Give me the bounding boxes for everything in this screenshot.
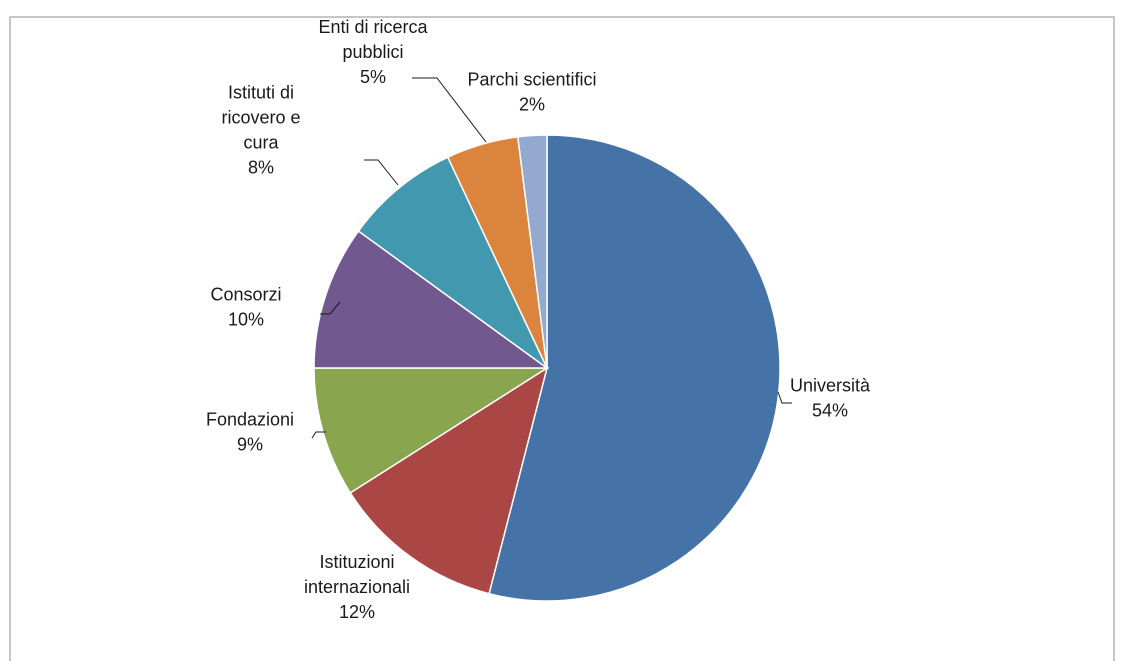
data-label-category: Parchi scientifici <box>467 70 596 90</box>
data-label-category: pubblici <box>342 42 403 62</box>
pie-slices <box>313 134 781 602</box>
leader-lines <box>311 77 792 439</box>
data-label: Fondazioni 9% <box>206 410 294 455</box>
data-label-category: cura <box>243 133 279 153</box>
data-label-category: Istituti di <box>228 83 294 103</box>
data-label-category: Consorzi <box>210 285 281 305</box>
data-label-category: ricovero e <box>221 108 300 128</box>
data-labels: Università 54% Istituzioni internazionali 12… <box>206 17 871 622</box>
data-label: Istituti di ricovero e cura 8% <box>221 83 300 178</box>
data-label-category: Enti di ricerca <box>318 17 428 37</box>
pie-slice-parchi-scientifici <box>516 134 548 369</box>
data-label-percent: 5% <box>360 67 386 87</box>
pie-slice-istituti-di-ricovero-e-cura <box>357 156 548 369</box>
data-label-category: Università <box>790 376 871 396</box>
data-label-category: Fondazioni <box>206 410 294 430</box>
data-label-percent: 54% <box>812 401 848 421</box>
data-label-percent: 2% <box>519 95 545 115</box>
pie-slice-universit- <box>488 134 781 602</box>
data-label-percent: 10% <box>228 310 264 330</box>
leader-line <box>320 301 341 315</box>
data-label: Consorzi 10% <box>210 285 281 330</box>
data-label: Parchi scientifici 2% <box>467 70 596 115</box>
pie-slice-consorzi <box>313 230 550 369</box>
leader-line <box>412 77 487 143</box>
leader-line <box>777 391 792 404</box>
leader-line <box>311 431 326 439</box>
data-label: Università 54% <box>790 376 871 421</box>
data-label-category: Istituzioni <box>319 552 394 572</box>
data-label: Istituzioni internazionali 12% <box>304 552 410 622</box>
data-label: Enti di ricerca pubblici 5% <box>318 17 428 87</box>
leader-line <box>364 159 399 186</box>
data-label-percent: 12% <box>339 602 375 622</box>
data-label-percent: 9% <box>237 435 263 455</box>
data-label-category: internazionali <box>304 577 410 597</box>
data-label-percent: 8% <box>248 158 274 178</box>
pie-slice-fondazioni <box>313 367 550 494</box>
chart-area-border <box>9 16 1115 661</box>
pie-slice-istituzioni-internazionali <box>349 366 549 595</box>
